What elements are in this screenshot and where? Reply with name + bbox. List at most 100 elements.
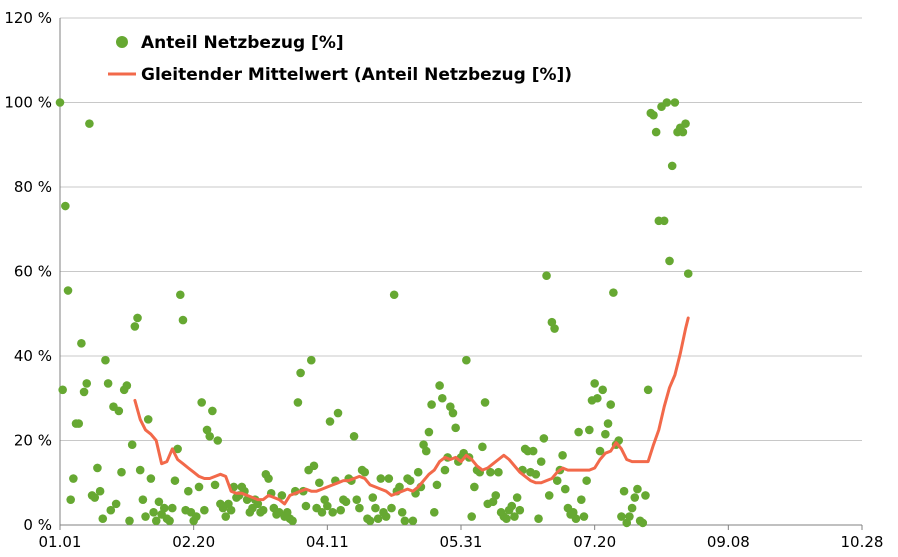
- grid-lines: [60, 17, 862, 441]
- data-point: [205, 431, 215, 441]
- data-point: [226, 505, 236, 515]
- y-tick-label: 0 %: [23, 516, 52, 534]
- data-point: [408, 516, 418, 526]
- data-point: [85, 119, 94, 128]
- data-point: [571, 514, 581, 523]
- data-point: [683, 269, 693, 278]
- x-tick-label: 04.11: [306, 533, 349, 551]
- data-point: [665, 256, 674, 266]
- data-point: [130, 322, 140, 331]
- data-point: [437, 393, 447, 403]
- data-point: [478, 442, 487, 452]
- data-point: [467, 512, 476, 521]
- data-point: [336, 505, 346, 515]
- data-point: [114, 406, 124, 416]
- data-point: [69, 474, 78, 483]
- data-point: [221, 512, 231, 521]
- legend: Anteil Netzbezug [%] Gleitender Mittelwe…: [108, 33, 572, 85]
- y-tick-label: 120 %: [4, 9, 52, 27]
- data-point: [641, 491, 650, 500]
- data-point: [579, 512, 589, 521]
- data-point: [63, 286, 73, 295]
- data-point: [381, 512, 391, 521]
- y-tick-label: 80 %: [14, 178, 52, 196]
- data-point: [448, 408, 458, 418]
- data-point: [528, 446, 538, 456]
- data-point: [619, 486, 629, 496]
- data-point: [678, 127, 688, 137]
- legend-marker-scatter: [116, 36, 128, 48]
- data-point: [173, 444, 182, 454]
- data-point: [74, 419, 84, 428]
- data-point: [577, 495, 586, 504]
- data-point: [424, 427, 434, 437]
- x-tick-label: 10.28: [841, 533, 884, 551]
- data-point: [531, 470, 541, 479]
- data-point: [413, 467, 423, 477]
- data-point: [368, 493, 378, 502]
- data-point: [440, 465, 450, 475]
- x-tick-label: 05.31: [440, 533, 483, 551]
- data-point: [323, 501, 332, 511]
- data-point: [352, 495, 362, 504]
- data-point: [141, 512, 150, 521]
- data-point: [328, 508, 337, 517]
- data-point: [542, 271, 551, 281]
- data-point: [387, 503, 396, 513]
- data-point: [82, 379, 92, 388]
- data-point: [552, 476, 562, 485]
- data-point: [429, 508, 439, 517]
- data-point: [154, 497, 164, 507]
- data-point: [61, 201, 70, 211]
- data-point: [617, 512, 626, 521]
- data-point: [649, 110, 658, 120]
- data-point: [325, 417, 335, 426]
- data-point: [125, 516, 134, 526]
- data-point: [167, 503, 177, 513]
- data-point: [138, 495, 148, 504]
- x-tick-label: 01.01: [39, 533, 82, 551]
- y-tick-label: 100 %: [4, 94, 52, 112]
- data-point: [111, 499, 121, 509]
- x-axis-tick-labels: 01.01 02.20 04.11 05.31 07.20 09.08 10.28: [39, 533, 884, 551]
- data-point: [432, 480, 442, 490]
- data-point: [593, 393, 602, 403]
- data-point: [435, 381, 444, 390]
- x-tick-label: 07.20: [573, 533, 616, 551]
- data-point: [208, 406, 217, 416]
- data-point: [93, 463, 102, 473]
- data-point: [90, 493, 100, 502]
- data-point: [143, 415, 153, 424]
- legend-label-scatter: Anteil Netzbezug [%]: [141, 33, 344, 53]
- data-point: [184, 486, 193, 496]
- data-point: [384, 474, 394, 483]
- data-point: [376, 474, 386, 483]
- data-point: [462, 355, 471, 365]
- data-point: [574, 427, 583, 437]
- y-axis-tick-labels: 0 % 20 % 40 % 60 % 80 % 100 % 120 %: [4, 9, 52, 534]
- data-point: [512, 493, 522, 502]
- data-point: [421, 446, 431, 456]
- data-point: [103, 379, 113, 388]
- data-point: [670, 98, 680, 107]
- data-point: [277, 491, 287, 500]
- data-point: [536, 457, 546, 466]
- y-tick-label: 40 %: [14, 347, 52, 365]
- data-point: [341, 497, 351, 507]
- data-point: [544, 491, 554, 500]
- data-point: [643, 385, 653, 395]
- data-point: [309, 461, 319, 471]
- data-point: [539, 434, 549, 443]
- data-point: [389, 290, 399, 300]
- data-point: [400, 516, 410, 526]
- data-point: [558, 450, 567, 460]
- data-point: [264, 474, 273, 483]
- y-tick-label: 20 %: [14, 432, 52, 450]
- data-point: [480, 398, 490, 407]
- data-point: [194, 482, 204, 492]
- data-point: [306, 355, 316, 365]
- data-point: [638, 518, 648, 528]
- data-point: [560, 484, 570, 494]
- data-point: [491, 491, 501, 500]
- data-point: [159, 503, 169, 513]
